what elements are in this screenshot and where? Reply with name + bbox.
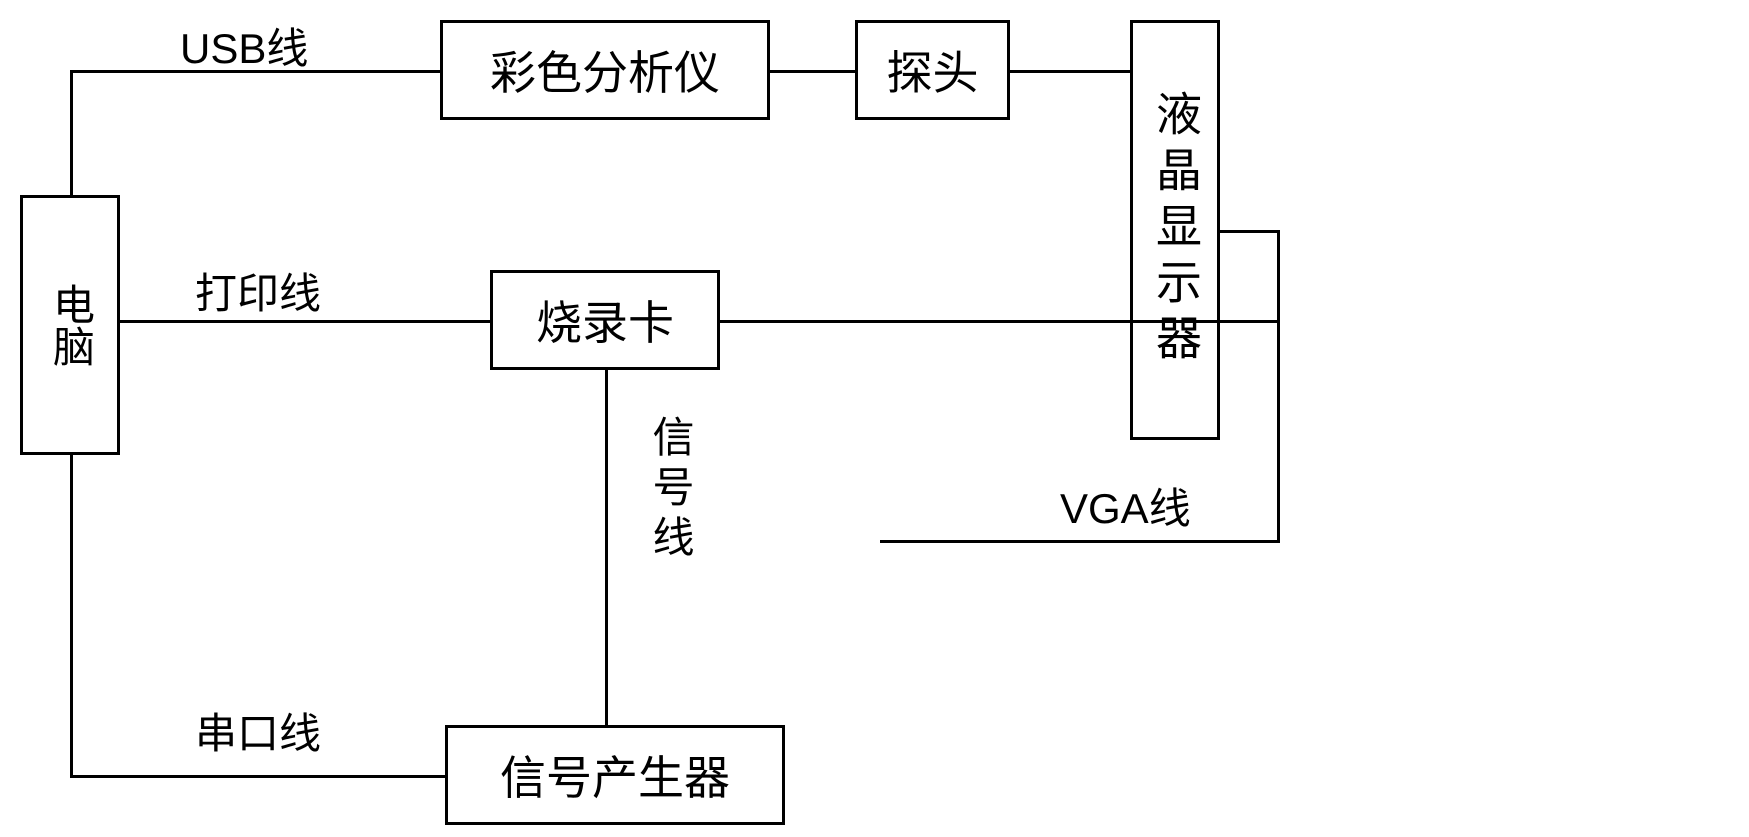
edge-print-label: 打印线 — [195, 260, 321, 321]
node-siggen-label: 信号产生器 — [500, 742, 730, 808]
node-burner: 烧录卡 — [490, 270, 720, 370]
edge-serial-label-text: 串口线 — [195, 710, 321, 757]
node-analyzer: 彩色分析仪 — [440, 20, 770, 120]
edge-print-label-text: 打印线 — [195, 270, 321, 317]
node-probe: 探头 — [855, 20, 1010, 120]
edge-serial-seg1 — [70, 455, 73, 778]
edge-analyzer-probe — [770, 70, 855, 73]
edge-signal-label: 信号线 — [640, 415, 701, 565]
edge-vga-seg4 — [1277, 320, 1280, 543]
edge-vga-seg2 — [1277, 230, 1280, 323]
edge-usb-label-text: USB线 — [180, 25, 308, 72]
edge-usb-label: USB线 — [180, 15, 308, 76]
edge-probe-lcd — [1010, 70, 1130, 73]
node-computer-label: 电脑 — [40, 283, 101, 367]
edge-vga-label-text: VGA线 — [1060, 485, 1191, 532]
edge-signal-label-text: 信号线 — [647, 415, 694, 565]
edge-vga-seg5 — [880, 540, 1280, 543]
node-probe-label: 探头 — [887, 37, 979, 103]
node-analyzer-label: 彩色分析仪 — [490, 37, 720, 103]
edge-usb-seg1 — [70, 70, 73, 195]
edge-signal-seg1 — [605, 370, 608, 725]
edge-serial-label: 串口线 — [195, 700, 321, 761]
node-computer: 电脑 — [20, 195, 120, 455]
edge-serial-seg2 — [70, 775, 445, 778]
node-burner-label: 烧录卡 — [536, 287, 674, 353]
node-lcd-label: 液晶显示器 — [1142, 90, 1208, 370]
edge-vga-seg1 — [720, 320, 1280, 323]
node-lcd: 液晶显示器 — [1130, 20, 1220, 440]
node-siggen: 信号产生器 — [445, 725, 785, 825]
edge-vga-seg3 — [1220, 230, 1280, 233]
edge-vga-label: VGA线 — [1060, 475, 1191, 536]
